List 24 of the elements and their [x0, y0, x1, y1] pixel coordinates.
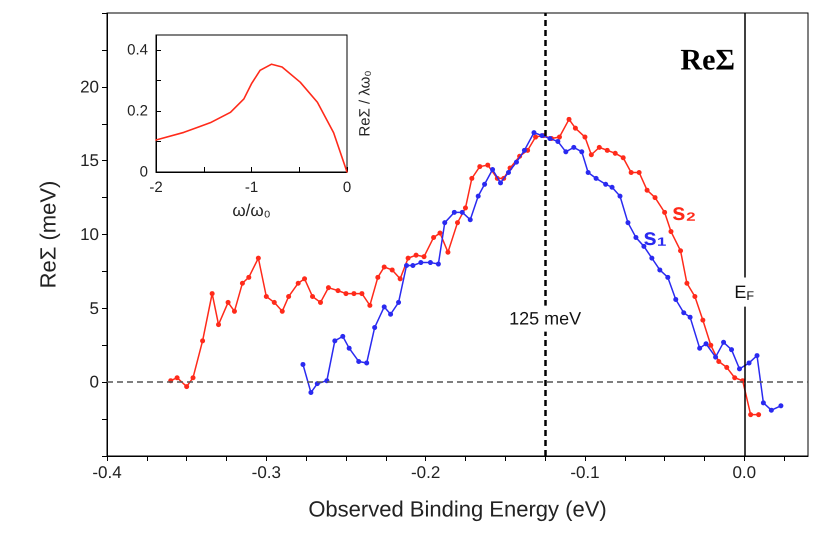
x-tick-label: 0 — [342, 179, 352, 196]
y-tick-label: 0 — [90, 372, 99, 392]
series-label: s₁ — [643, 224, 667, 251]
y-axis-title: ReΣ (meV) — [36, 180, 60, 288]
series-label: s₂ — [672, 198, 696, 226]
y-axis-title: ReΣ / λω₀ — [356, 70, 374, 137]
y-tick-label: 10 — [80, 225, 99, 244]
x-tick-label: -0.3 — [252, 463, 281, 482]
x-tick-label: -0.4 — [92, 463, 122, 482]
x-tick-label: -1 — [244, 179, 258, 196]
ref-line-label: 125 meV — [509, 308, 582, 329]
y-tick-label: 15 — [80, 151, 99, 170]
x-tick-label: 0.0 — [732, 463, 756, 482]
x-tick-label: -0.1 — [570, 463, 600, 482]
x-axis-title: ω/ω₀ — [232, 201, 271, 220]
x-tick-label: -0.2 — [410, 463, 440, 482]
y-tick-label: 20 — [80, 77, 99, 96]
annotation: ReΣ — [680, 44, 736, 76]
x-axis-title: Observed Binding Energy (eV) — [308, 496, 607, 522]
y-tick-label: 0.4 — [127, 42, 148, 59]
x-tick-label: -2 — [149, 179, 163, 196]
y-tick-label: 0.2 — [127, 102, 148, 120]
y-tick-label: 0 — [140, 164, 148, 180]
y-tick-label: 5 — [90, 298, 99, 318]
